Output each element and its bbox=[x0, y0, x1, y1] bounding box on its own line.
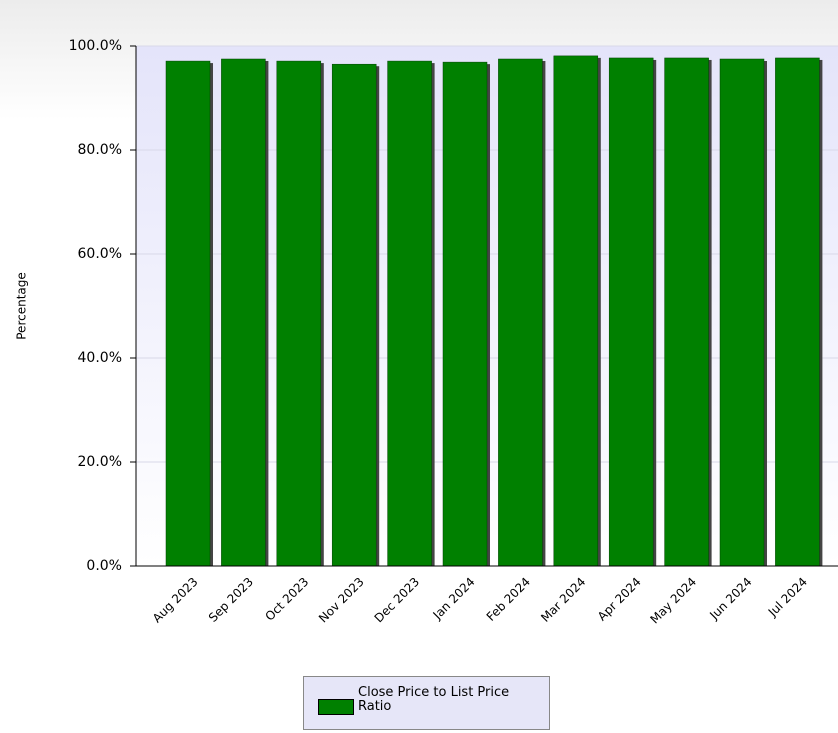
bar bbox=[221, 58, 266, 567]
legend-swatch bbox=[318, 699, 354, 715]
bar bbox=[165, 60, 211, 567]
legend-label: Close Price to List Price Ratio bbox=[358, 685, 510, 714]
x-tick-label: Feb 2024 bbox=[484, 575, 533, 624]
x-tick-label: Jan 2024 bbox=[430, 575, 478, 623]
bar bbox=[276, 60, 322, 567]
legend: Close Price to List Price Ratio bbox=[303, 676, 550, 730]
y-tick-label: 20.0% bbox=[78, 454, 122, 470]
x-tick-label: Dec 2023 bbox=[372, 575, 423, 626]
bar bbox=[664, 57, 709, 567]
x-tick-label: Apr 2024 bbox=[595, 575, 644, 624]
x-tick-label: Mar 2024 bbox=[538, 575, 588, 625]
y-tick-label: 40.0% bbox=[78, 350, 122, 366]
y-tick-label: 100.0% bbox=[69, 38, 122, 54]
bar bbox=[387, 60, 432, 567]
x-tick-label: Jun 2024 bbox=[706, 575, 754, 623]
bar bbox=[719, 58, 765, 567]
y-axis-label: Percentage bbox=[15, 272, 29, 340]
x-tick-label: Nov 2023 bbox=[316, 575, 367, 626]
x-tick-label: Jul 2024 bbox=[765, 575, 810, 620]
bar bbox=[553, 55, 599, 567]
bar bbox=[442, 61, 488, 567]
y-tick-label: 60.0% bbox=[78, 246, 122, 262]
bar bbox=[498, 58, 543, 567]
x-tick-label: Aug 2023 bbox=[150, 575, 201, 626]
y-tick-label: 80.0% bbox=[78, 142, 122, 158]
bar bbox=[331, 63, 377, 567]
bar bbox=[775, 57, 820, 567]
x-tick-label: May 2024 bbox=[647, 575, 699, 627]
y-tick-label: 0.0% bbox=[86, 558, 122, 574]
bar bbox=[608, 57, 654, 567]
x-tick-label: Oct 2023 bbox=[263, 575, 312, 624]
x-tick-label: Sep 2023 bbox=[206, 575, 256, 625]
